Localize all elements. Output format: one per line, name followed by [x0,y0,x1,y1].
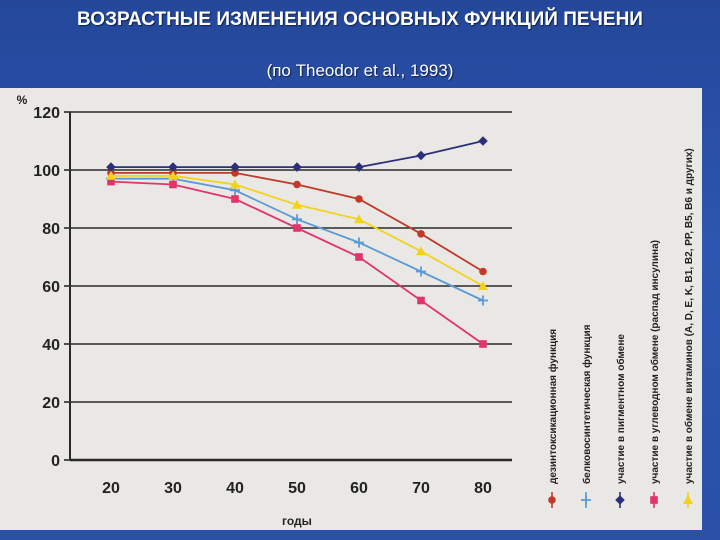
x-tick-label: 20 [102,480,120,497]
y-tick-label: 0 [51,453,60,470]
data-point [416,150,426,161]
data-point [416,266,426,277]
x-axis-label: годы [282,514,312,528]
line-chart: 0 20 40 60 80 100 120% 20 30 40 50 60 70 80 годы дезин… [17,93,695,528]
data-point [168,170,178,180]
legend-entry: дезинтоксикационная функция [547,329,559,484]
data-point [107,177,115,186]
data-point [293,180,301,189]
data-point [355,195,363,203]
chart-panel: 0 20 40 60 80 100 120% 20 30 40 50 60 70 80 годы дезин… [0,88,702,530]
x-tick-label: 70 [412,480,430,497]
slide-title: ВОЗРАСТНЫЕ ИЗМЕНЕНИЯ ОСНОВНЫХ ФУНКЦИЙ ПЕ… [77,9,643,30]
slide-subtitle: (по Theodor et al., 1993) [266,61,454,80]
legend-marker [615,495,625,505]
x-tick-label: 30 [164,480,182,497]
legend-entry: участие в обмене витаминов (A, D, E, K, … [683,148,695,484]
x-tick-label: 50 [288,480,306,497]
data-point [416,246,426,256]
data-point [106,162,116,172]
legend-marker [650,496,658,504]
legend-marker [581,495,591,505]
data-point [292,162,302,172]
x-tick-label: 40 [226,480,244,497]
series-line-2 [111,177,484,302]
data-point [479,267,487,276]
data-point [106,170,116,180]
data-point [231,195,239,203]
legend-marker [683,495,693,504]
data-point [354,162,364,172]
data-point [417,230,425,238]
x-tick-label: 60 [350,480,368,497]
data-point [354,237,364,248]
data-point [230,179,240,189]
y-tick-label: 80 [42,221,60,238]
data-point [230,162,240,172]
data-point [168,162,178,172]
data-point [293,224,301,232]
data-point [292,199,302,209]
data-point [169,180,177,189]
y-tick-label: 120 [33,105,60,122]
data-point [478,295,488,306]
data-point [354,214,364,224]
y-tick-label: 100 [33,163,60,180]
x-tick-label: 80 [474,480,492,497]
y-tick-label: 20 [42,395,60,412]
y-tick-label: 40 [42,337,60,354]
data-point [292,214,302,225]
y-tick-label: 60 [42,279,60,296]
data-point [231,169,239,177]
legend-entry: участие в углеводном обмене (распад инсу… [649,240,661,484]
legend-entry: участие в пигментном обмене [615,334,627,484]
data-point [478,136,488,146]
data-point [479,340,487,348]
legend-entry: белковосинтетическая функция [581,324,593,484]
data-point [417,296,425,305]
data-point [355,253,363,261]
y-axis-label: % [17,93,28,107]
data-point [478,281,488,290]
legend-marker [548,496,556,504]
